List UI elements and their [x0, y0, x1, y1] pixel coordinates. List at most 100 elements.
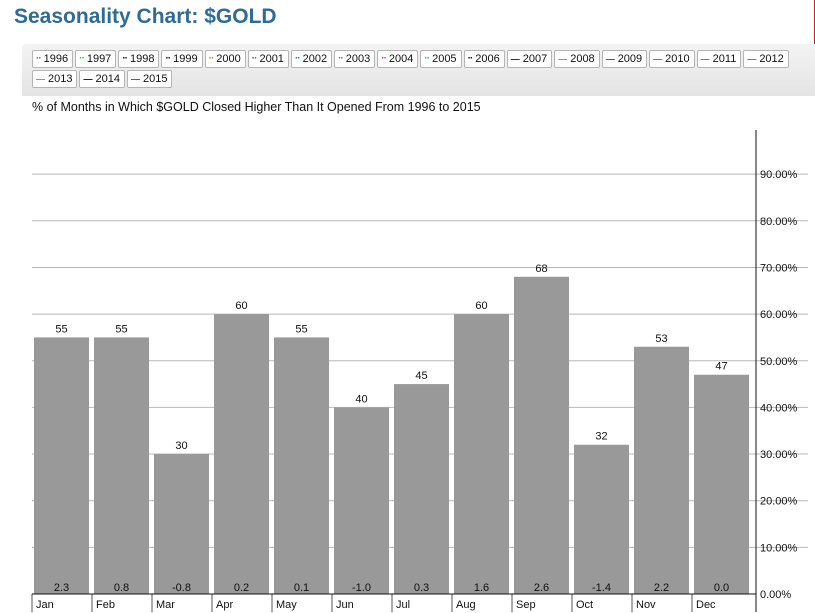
legend-label: 2004 — [388, 53, 414, 65]
bar — [694, 374, 749, 594]
x-tick-label: Nov — [636, 599, 656, 611]
bar-value-label: 40 — [355, 393, 367, 405]
legend-label: 2012 — [759, 53, 784, 65]
bar-value-label: 55 — [55, 323, 67, 335]
legend-item-2004[interactable]: ·· 2004 — [377, 50, 419, 68]
bar-change-label: -0.8 — [172, 582, 191, 594]
legend-item-2010[interactable]: —2010 — [649, 50, 695, 68]
x-tick-label: Dec — [696, 599, 716, 611]
legend-label: 2006 — [475, 53, 500, 65]
legend-item-1998[interactable]: ·· 1998 — [118, 50, 160, 68]
bar — [94, 337, 149, 594]
legend-line-icon: — — [700, 54, 710, 64]
bar-change-label: 0.0 — [714, 582, 729, 594]
bar-value-label: 53 — [655, 333, 667, 345]
bar-change-label: -1.4 — [592, 582, 611, 594]
legend-item-2002[interactable]: ·· 2002 — [290, 50, 333, 68]
legend-label: 2010 — [665, 53, 690, 65]
page-title: Seasonality Chart: $GOLD — [14, 5, 277, 28]
legend-item-1996[interactable]: ·· 1996 — [32, 50, 74, 68]
legend-item-1999[interactable]: ·· 1999 — [161, 50, 203, 68]
legend-line-icon: ·· — [381, 53, 387, 64]
legend-item-2005[interactable]: ·· 2005 — [420, 50, 462, 68]
legend-line-icon: ·· — [251, 53, 258, 64]
legend-line-icon: — — [558, 54, 568, 64]
bar — [454, 314, 509, 594]
legend-item-2009[interactable]: —2009 — [601, 50, 648, 68]
legend-label: 2005 — [432, 53, 457, 65]
bar — [214, 314, 269, 594]
legend-item-2012[interactable]: —2012 — [743, 50, 789, 68]
legend-line-icon: ·· — [294, 53, 301, 64]
y-tick-label: 50.00% — [760, 356, 798, 368]
legend-line-icon: — — [653, 54, 663, 64]
legend-label: 1997 — [86, 53, 112, 65]
legend-label: 2014 — [95, 73, 120, 85]
bar-value-label: 45 — [415, 370, 427, 382]
legend-item-2008[interactable]: —2008 — [554, 50, 600, 68]
legend-item-2007[interactable]: —2007 — [506, 50, 553, 68]
y-tick-label: 70.00% — [760, 262, 798, 274]
y-tick-label: 60.00% — [760, 309, 798, 321]
legend-item-2015[interactable]: —2015 — [126, 70, 173, 88]
legend-item-2006[interactable]: ·· 2006 — [463, 50, 505, 68]
legend-label: 2001 — [259, 53, 284, 65]
bar-change-label: 2.6 — [534, 582, 549, 594]
legend-item-2001[interactable]: ·· 2001 — [247, 50, 289, 68]
y-tick-label: 80.00% — [760, 216, 798, 228]
x-tick-label: Sep — [516, 599, 536, 611]
bar-value-label: 30 — [175, 440, 187, 452]
legend-item-2003[interactable]: ·· 2003 — [334, 50, 376, 68]
legend-label: 1996 — [43, 53, 69, 65]
chart-panel: ·· 1996 ·· 1997 ·· 1998 ·· 1999 ·· 2000 ·· 2001 ·· 20… — [22, 44, 815, 613]
bar-change-label: 0.8 — [114, 582, 129, 594]
bar — [514, 276, 569, 594]
legend-area: ·· 1996 ·· 1997 ·· 1998 ·· 1999 ·· 2000 ·· 2001 ·· 20… — [22, 44, 815, 96]
bar — [394, 384, 449, 594]
y-tick-label: 40.00% — [760, 402, 798, 414]
bar-change-label: 0.3 — [414, 582, 429, 594]
y-tick-label: 30.00% — [760, 449, 798, 461]
legend-item-2013[interactable]: —2013 — [32, 70, 78, 88]
legend-label: 2002 — [302, 53, 328, 65]
legend-item-2000[interactable]: ·· 2000 — [204, 50, 246, 68]
bar-change-label: 2.3 — [54, 582, 69, 594]
legend-label: 2007 — [522, 53, 548, 65]
legend-item-2011[interactable]: —2011 — [696, 50, 742, 68]
legend-line-icon: — — [605, 54, 615, 64]
legend-line-icon: — — [36, 74, 45, 84]
bar-value-label: 68 — [535, 263, 547, 275]
bar-value-label: 47 — [715, 361, 727, 373]
x-tick-label: Jan — [36, 599, 54, 611]
legend-item-2014[interactable]: —2014 — [79, 70, 125, 88]
bar — [574, 444, 629, 594]
legend-label: 2015 — [142, 73, 168, 85]
chart-title: % of Months in Which $GOLD Closed Higher… — [32, 100, 481, 114]
y-tick-label: 10.00% — [760, 542, 798, 554]
legend-line-icon: ·· — [467, 53, 474, 64]
x-tick-label: Feb — [96, 599, 115, 611]
bar-value-label: 55 — [295, 323, 307, 335]
y-tick-label: 20.00% — [760, 496, 798, 508]
bar — [154, 454, 209, 594]
legend-label: 2000 — [216, 53, 241, 65]
legend-line-icon: — — [83, 74, 93, 84]
legend-item-1997[interactable]: ·· 1997 — [75, 50, 117, 68]
legend-line-icon: ·· — [36, 53, 42, 64]
legend-label: 2013 — [48, 73, 73, 85]
bar-value-label: 60 — [475, 300, 487, 312]
bar-value-label: 32 — [595, 431, 607, 443]
x-tick-label: Jun — [336, 599, 354, 611]
y-tick-label: 0.00% — [760, 589, 791, 601]
bar-change-label: -1.0 — [352, 582, 371, 594]
bar-change-label: 0.2 — [234, 582, 249, 594]
legend-line-icon: — — [747, 54, 757, 64]
legend: ·· 1996 ·· 1997 ·· 1998 ·· 1999 ·· 2000 ·· 2001 ·· 20… — [32, 50, 792, 88]
legend-line-icon: ·· — [338, 53, 344, 64]
bar-change-label: 0.1 — [294, 582, 309, 594]
legend-label: 2011 — [712, 53, 737, 65]
bar-value-label: 55 — [115, 323, 127, 335]
bar — [274, 337, 329, 594]
x-tick-label: Aug — [456, 599, 476, 611]
legend-line-icon: ·· — [208, 53, 215, 64]
